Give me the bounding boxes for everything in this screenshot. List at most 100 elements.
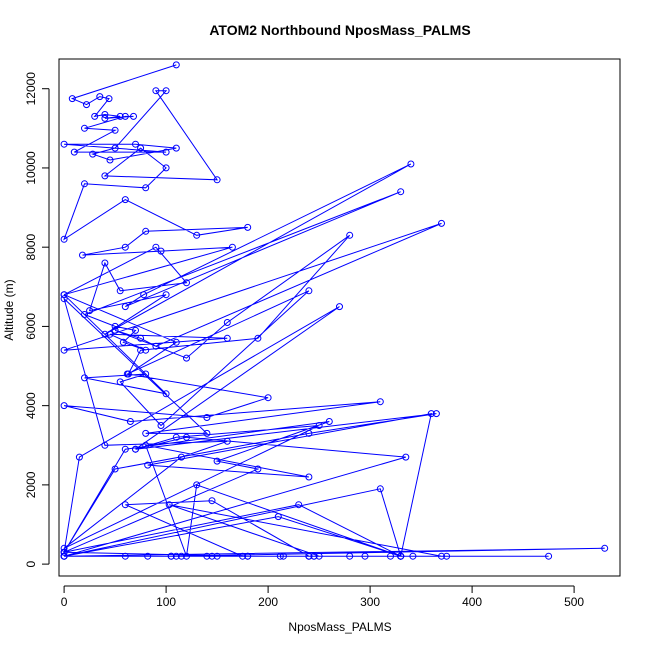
data-point <box>116 378 124 386</box>
data-point <box>140 291 148 299</box>
data-point <box>121 445 129 453</box>
data-point <box>137 346 145 354</box>
data-point <box>60 552 68 560</box>
y-axis: 0 2000 4000 6000 8000 10000 12000 <box>24 72 50 567</box>
data-point <box>183 279 190 287</box>
y-tick-label: 4000 <box>24 392 38 419</box>
x-tick-label: 0 <box>61 595 68 609</box>
data-point <box>101 441 109 449</box>
x-axis: 0 100 200 300 400 500 <box>61 585 584 609</box>
data-point <box>208 497 216 505</box>
data-point <box>121 196 129 204</box>
data-point <box>177 552 185 560</box>
y-tick-label: 6000 <box>24 313 38 340</box>
data-point <box>121 303 129 311</box>
data-point <box>336 303 343 311</box>
data-point <box>228 243 236 251</box>
x-tick-label: 300 <box>360 595 380 609</box>
data-point <box>101 172 109 180</box>
data-point <box>152 243 160 251</box>
series-layer <box>60 61 609 560</box>
data-point <box>152 342 160 350</box>
data-point <box>295 501 303 509</box>
data-point <box>409 552 417 560</box>
data-point <box>172 433 180 441</box>
data-point <box>213 552 221 560</box>
data-point <box>223 437 231 445</box>
data-point <box>132 140 139 148</box>
data-point <box>203 429 211 437</box>
data-point <box>325 418 333 425</box>
data-point <box>162 390 170 398</box>
data-point <box>165 501 173 509</box>
data-point <box>183 552 190 560</box>
data-point <box>438 552 445 560</box>
data-point <box>193 481 201 489</box>
data-point <box>305 429 313 437</box>
data-point <box>162 164 170 172</box>
data-point <box>315 422 323 429</box>
data-point <box>397 552 405 560</box>
data-point <box>203 414 211 421</box>
data-point <box>75 453 83 461</box>
data-point <box>162 148 170 156</box>
data-point <box>60 140 68 148</box>
data-point <box>130 112 137 120</box>
data-point <box>387 552 394 560</box>
data-point <box>111 126 119 134</box>
data-point <box>60 548 68 556</box>
data-point <box>346 231 354 239</box>
data-point <box>244 552 252 560</box>
data-point <box>244 223 252 231</box>
data-point <box>60 402 68 410</box>
x-tick-label: 400 <box>462 595 482 609</box>
data-point <box>239 552 247 560</box>
data-point <box>213 457 221 465</box>
data-point <box>83 101 90 109</box>
data-point <box>132 445 139 453</box>
data-point <box>157 247 165 255</box>
data-point <box>111 465 119 473</box>
data-point <box>121 112 129 120</box>
data-point <box>254 334 262 342</box>
plot-frame <box>58 58 621 577</box>
data-point <box>407 160 415 168</box>
data-point <box>223 319 231 326</box>
data-point <box>144 552 152 560</box>
data-point <box>137 334 145 342</box>
data-point <box>305 473 313 481</box>
data-point <box>60 295 68 303</box>
data-point <box>213 176 221 184</box>
data-point <box>208 552 216 560</box>
data-point <box>142 370 150 378</box>
data-point <box>60 291 68 299</box>
x-axis-label: NposMass_PALMS <box>288 620 391 634</box>
data-point <box>81 374 88 382</box>
data-point <box>106 330 114 338</box>
x-tick-label: 100 <box>156 595 176 609</box>
data-point <box>346 552 354 560</box>
data-point <box>60 346 68 354</box>
data-point <box>601 544 609 552</box>
data-point <box>183 433 190 441</box>
data-point <box>142 227 150 235</box>
data-point <box>162 87 170 95</box>
data-point <box>162 291 170 299</box>
data-point <box>397 188 405 196</box>
x-tick-label: 500 <box>564 595 584 609</box>
y-tick-label: 8000 <box>24 234 38 261</box>
data-point <box>264 394 272 402</box>
data-point <box>101 114 109 122</box>
x-tick-label: 200 <box>258 595 278 609</box>
y-tick-label: 2000 <box>24 471 38 498</box>
data-point <box>402 453 410 461</box>
data-point <box>305 287 313 295</box>
data-point <box>432 410 440 418</box>
data-point <box>152 87 160 95</box>
data-point <box>70 148 78 156</box>
data-point <box>81 311 88 318</box>
data-point <box>123 370 131 378</box>
data-point <box>86 307 94 315</box>
data-point <box>376 485 384 493</box>
